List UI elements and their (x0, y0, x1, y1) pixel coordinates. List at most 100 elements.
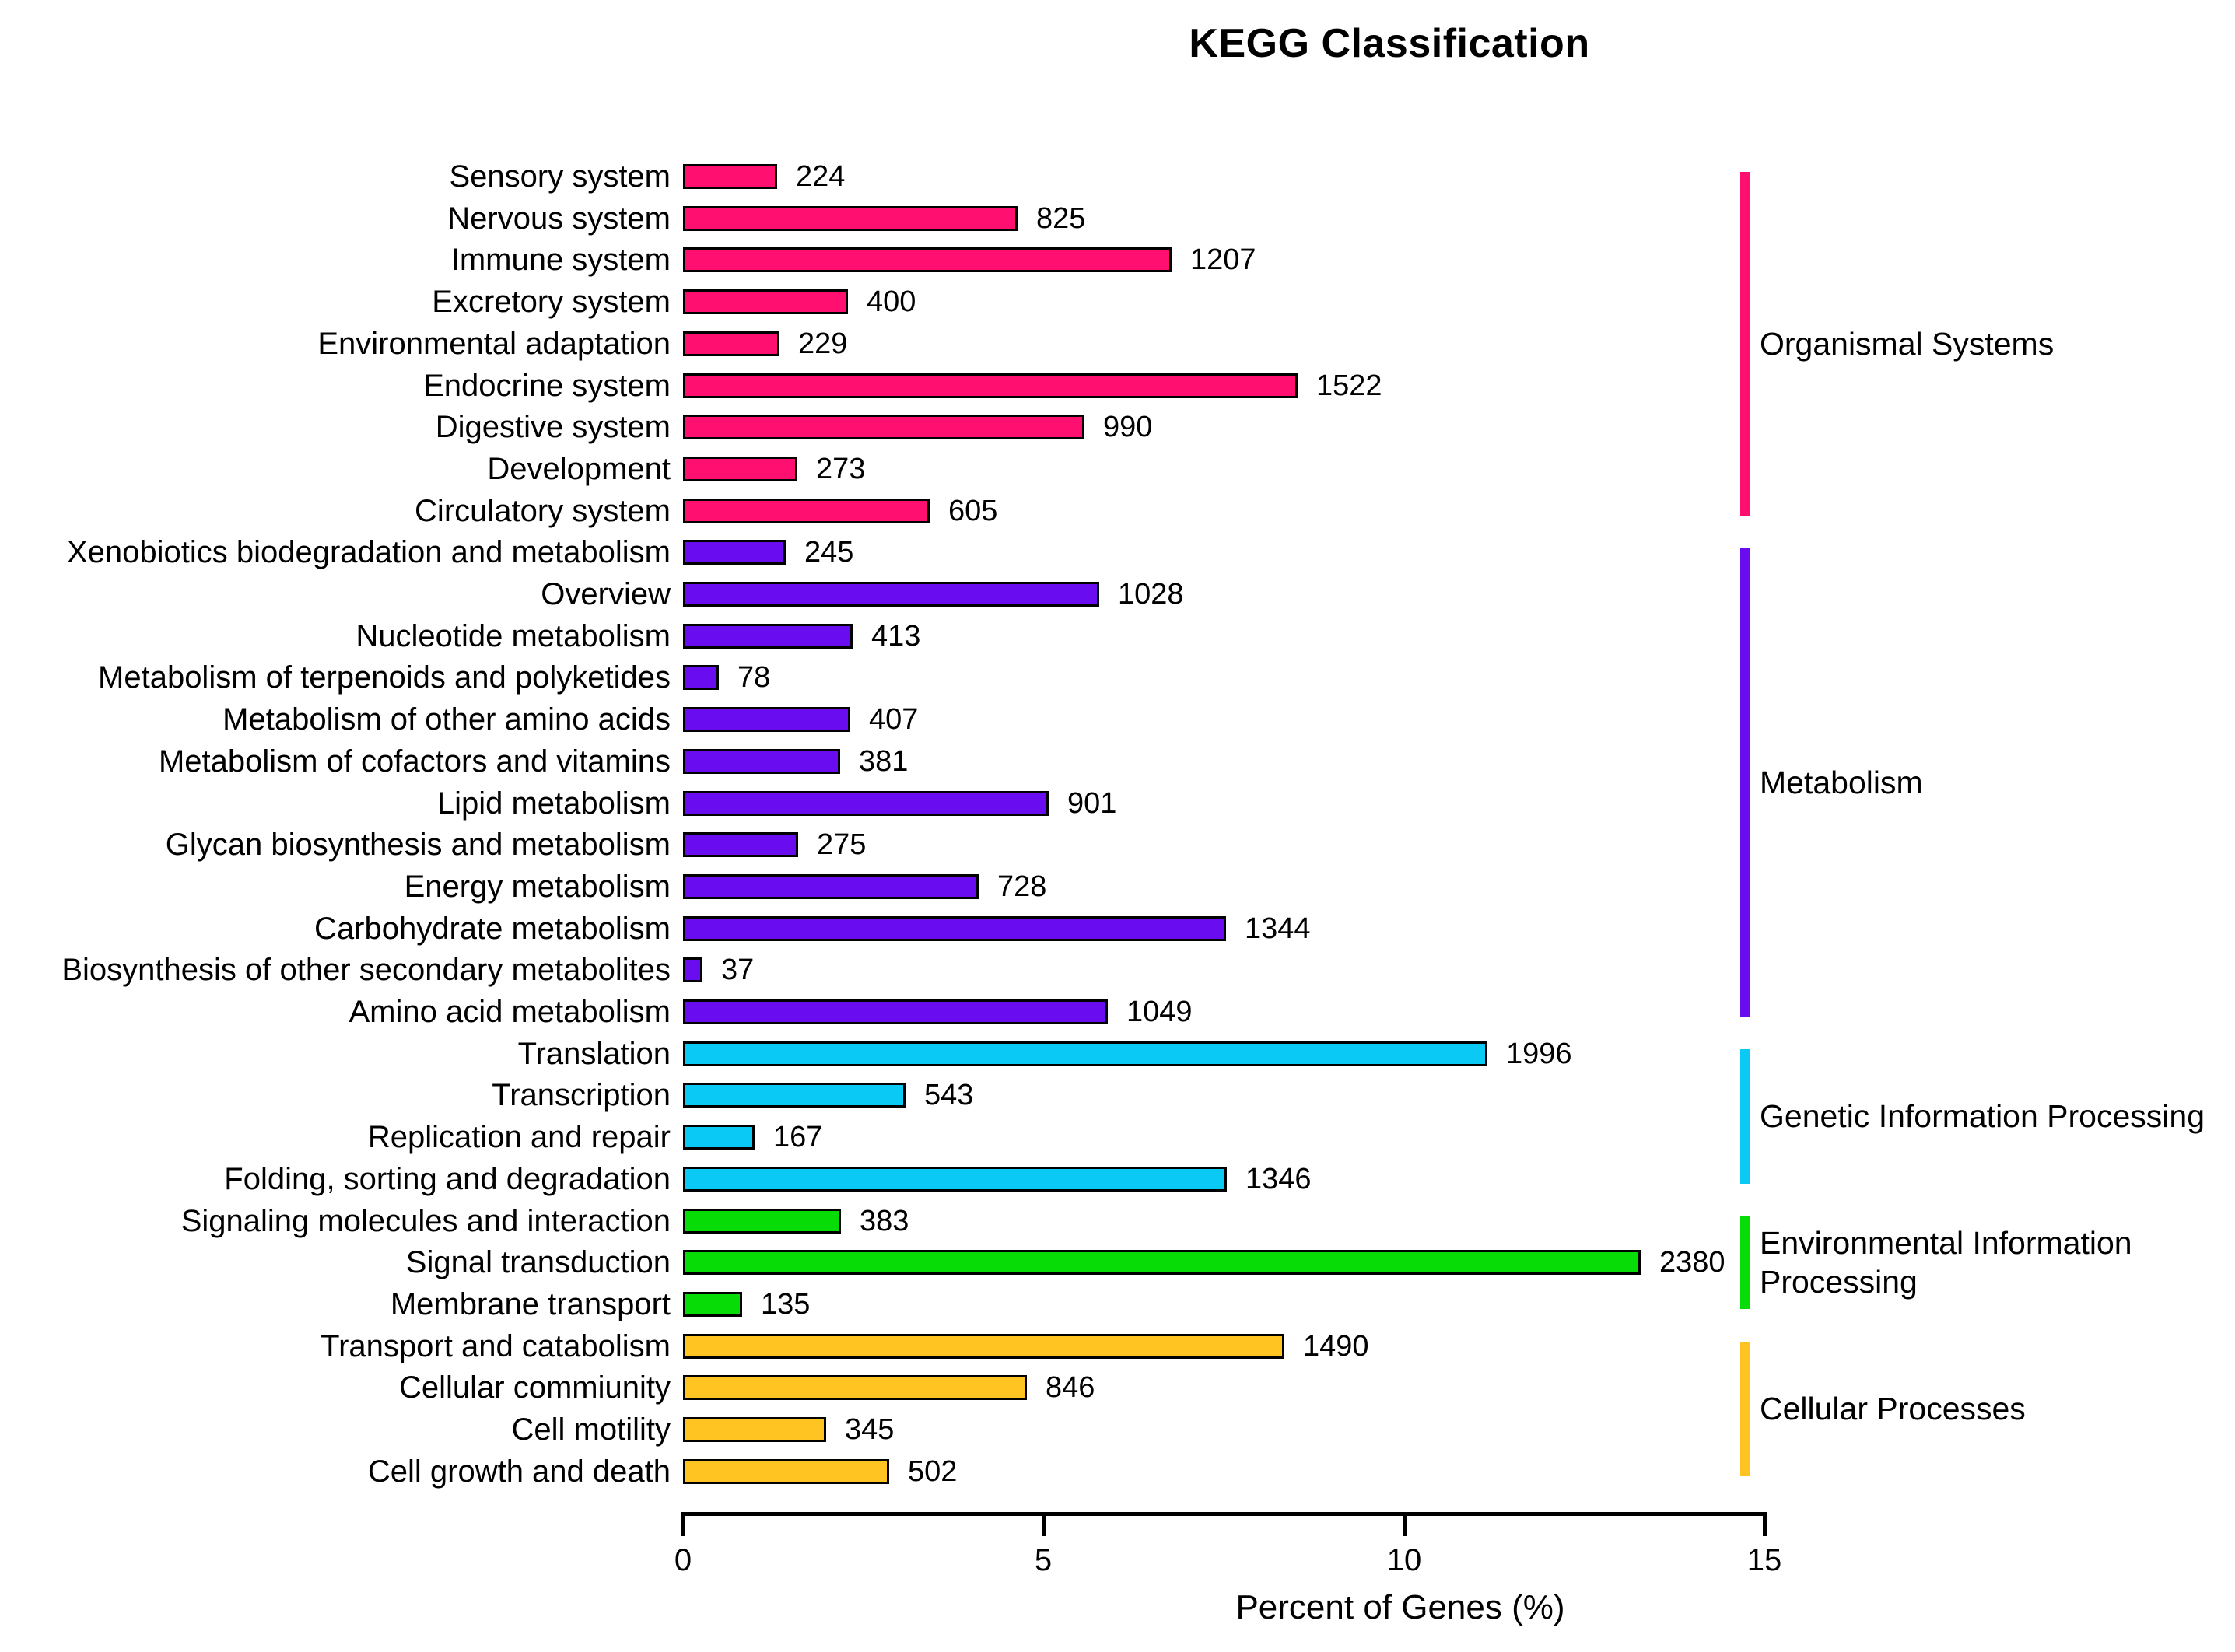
bar (683, 1083, 906, 1108)
bar-row: Translation 1996 (0, 1035, 1572, 1073)
value-label: 275 (817, 828, 867, 861)
value-label: 1490 (1303, 1329, 1369, 1363)
bar-row: Excretory system 400 (0, 283, 916, 320)
value-label: 345 (845, 1412, 895, 1446)
bar (683, 999, 1108, 1024)
group-color-bar (1740, 548, 1750, 1017)
bar (683, 331, 779, 356)
group-color-bar (1740, 1049, 1750, 1184)
value-label: 1049 (1126, 995, 1193, 1028)
bar-row: Energy metabolism 728 (0, 868, 1047, 905)
bar-row: Biosynthesis of other secondary metaboli… (0, 951, 754, 989)
category-label: Cell growth and death (367, 1454, 671, 1489)
group-label: Cellular Processes (1760, 1390, 2026, 1426)
bar-row: Cellular commiunity 846 (0, 1369, 1095, 1406)
axis-tick-label: 0 (674, 1543, 692, 1577)
bar (683, 164, 777, 189)
bar (683, 1041, 1487, 1066)
bar (683, 1125, 755, 1150)
bar-row: Membrane transport 135 (0, 1286, 811, 1323)
x-axis-label: Percent of Genes (%) (1235, 1588, 1565, 1626)
value-label: 846 (1046, 1370, 1095, 1404)
category-label: Development (487, 451, 671, 486)
bar (683, 582, 1099, 607)
bar-row: Metabolism of other amino acids 407 (0, 701, 918, 738)
value-label: 407 (869, 702, 919, 736)
axis-tick (1763, 1516, 1767, 1536)
bar-row: Transport and catabolism 1490 (0, 1328, 1369, 1365)
value-label: 383 (860, 1204, 909, 1237)
bar-row: Signal transduction 2380 (0, 1244, 1725, 1281)
category-label: Carbohydrate metabolism (314, 911, 671, 946)
group-color-bar (1740, 172, 1750, 516)
category-label: Energy metabolism (404, 869, 671, 904)
bar (683, 916, 1226, 941)
bar (683, 707, 850, 732)
group-color-bar (1740, 1216, 1750, 1309)
value-label: 245 (804, 535, 854, 569)
value-label: 990 (1103, 410, 1153, 443)
category-label: Immune system (450, 242, 671, 277)
bar-row: Environmental adaptation 229 (0, 325, 847, 362)
bar-row: Endocrine system 1522 (0, 367, 1382, 404)
category-label: Metabolism of other amino acids (222, 702, 671, 737)
bar-row: Carbohydrate metabolism 1344 (0, 910, 1311, 947)
bar-row: Glycan biosynthesis and metabolism 275 (0, 826, 867, 863)
bar (683, 1292, 742, 1317)
category-label: Xenobiotics biodegradation and metabolis… (66, 534, 671, 569)
category-label: Sensory system (449, 159, 671, 194)
value-label: 1344 (1245, 912, 1311, 945)
category-label: Digestive system (435, 409, 671, 444)
value-label: 37 (721, 953, 755, 986)
bar-row: Transcription 543 (0, 1076, 973, 1114)
value-label: 167 (773, 1120, 823, 1153)
bar-row: Cell motility 345 (0, 1411, 895, 1448)
bar-row: Nucleotide metabolism 413 (0, 618, 920, 655)
bar (683, 415, 1084, 439)
value-label: 502 (908, 1454, 958, 1488)
axis-tick-label: 15 (1746, 1543, 1782, 1577)
bar (683, 206, 1018, 231)
bar (683, 373, 1298, 398)
group-label: Genetic Information Processing (1760, 1097, 2205, 1134)
bar (683, 957, 702, 982)
chart-title: KEGG Classification (1189, 21, 1590, 66)
value-label: 728 (997, 870, 1047, 903)
category-label: Signaling molecules and interaction (180, 1203, 671, 1238)
group-label: Environmental Information Processing (1760, 1224, 2132, 1300)
category-label: Metabolism of terpenoids and polyketides (98, 660, 671, 695)
bar (683, 540, 786, 565)
bar-row: Metabolism of cofactors and vitamins 381 (0, 743, 908, 780)
category-label: Glycan biosynthesis and metabolism (165, 827, 671, 862)
value-label: 135 (761, 1287, 811, 1321)
category-label: Replication and repair (367, 1119, 671, 1154)
bar-row: Sensory system 224 (0, 158, 845, 195)
bar (683, 1167, 1227, 1192)
value-label: 1207 (1190, 243, 1256, 276)
category-label: Environmental adaptation (317, 326, 671, 361)
category-label: Lipid metabolism (436, 786, 671, 821)
bar (683, 499, 930, 523)
group-label: Organismal Systems (1760, 325, 2055, 362)
axis-tick (681, 1516, 685, 1536)
bar (683, 247, 1172, 272)
bar-row: Metabolism of terpenoids and polyketides… (0, 659, 770, 696)
bar-row: Circulatory system 605 (0, 492, 997, 530)
category-label: Amino acid metabolism (349, 994, 671, 1029)
bar (683, 665, 719, 690)
value-label: 605 (948, 494, 998, 527)
bar (683, 1334, 1284, 1359)
bar-row: Xenobiotics biodegradation and metabolis… (0, 534, 853, 571)
value-label: 1028 (1118, 577, 1184, 611)
axis-tick-label: 5 (1034, 1543, 1053, 1577)
bar-row: Replication and repair 167 (0, 1118, 823, 1156)
x-axis-line (681, 1512, 1767, 1516)
bar (683, 749, 840, 774)
category-label: Cell motility (511, 1412, 671, 1447)
bar (683, 874, 979, 899)
bar (683, 832, 798, 857)
axis-tick-label: 10 (1386, 1543, 1422, 1577)
bar-row: Folding, sorting and degradation 1346 (0, 1160, 1312, 1198)
value-label: 1346 (1245, 1162, 1312, 1195)
value-label: 901 (1067, 786, 1117, 820)
